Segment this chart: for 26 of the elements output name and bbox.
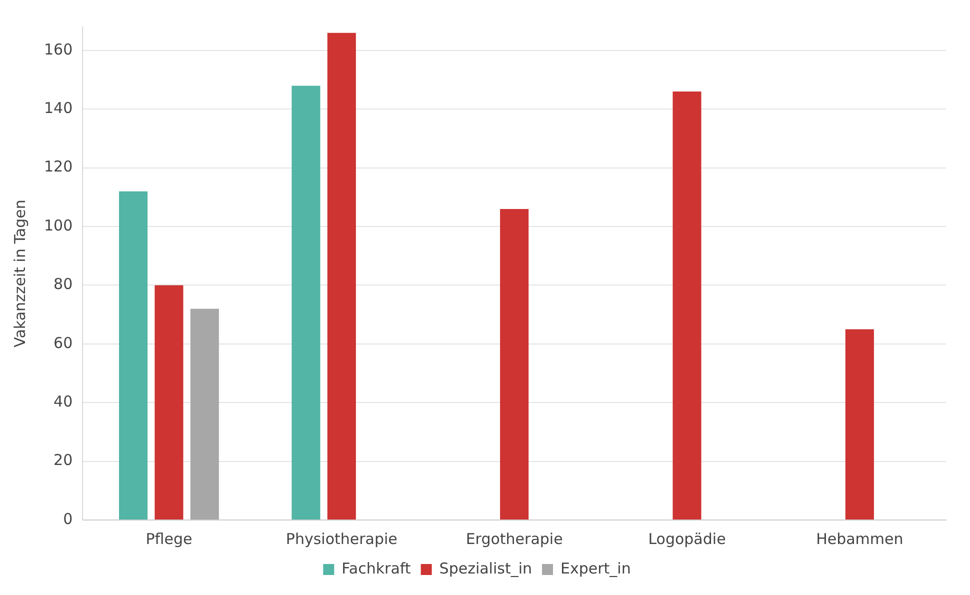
bar	[845, 329, 874, 520]
y-tick-label: 40	[54, 392, 73, 411]
bar	[327, 32, 356, 520]
y-tick-label: 20	[54, 451, 73, 470]
x-tick-label: Hebammen	[816, 530, 904, 548]
x-tick-label: Ergotherapie	[466, 530, 563, 548]
bar	[500, 208, 529, 520]
y-tick-label: 100	[44, 216, 73, 234]
x-tick-label: Pflege	[146, 530, 192, 548]
y-tick-label: 60	[54, 334, 73, 352]
bar	[672, 92, 702, 520]
y-tick-label: 120	[44, 158, 73, 176]
y-axis-title: Vakanzzeit in Tagen	[10, 200, 29, 348]
legend-label: Spezialist_in	[439, 559, 532, 578]
x-tick-label: Physiotherapie	[286, 530, 398, 548]
x-tick-label: Logopädie	[648, 530, 726, 548]
y-tick-label: 140	[44, 99, 73, 118]
y-tick-label: 80	[54, 275, 73, 294]
legend-label: Expert_in	[560, 559, 631, 578]
y-tick-label: 160	[44, 40, 73, 58]
bar	[119, 191, 148, 520]
y-tick-label: 0	[63, 510, 73, 528]
bar	[154, 285, 184, 520]
bar	[190, 308, 219, 520]
bar	[292, 86, 320, 520]
legend-label: Fachkraft	[342, 559, 411, 578]
